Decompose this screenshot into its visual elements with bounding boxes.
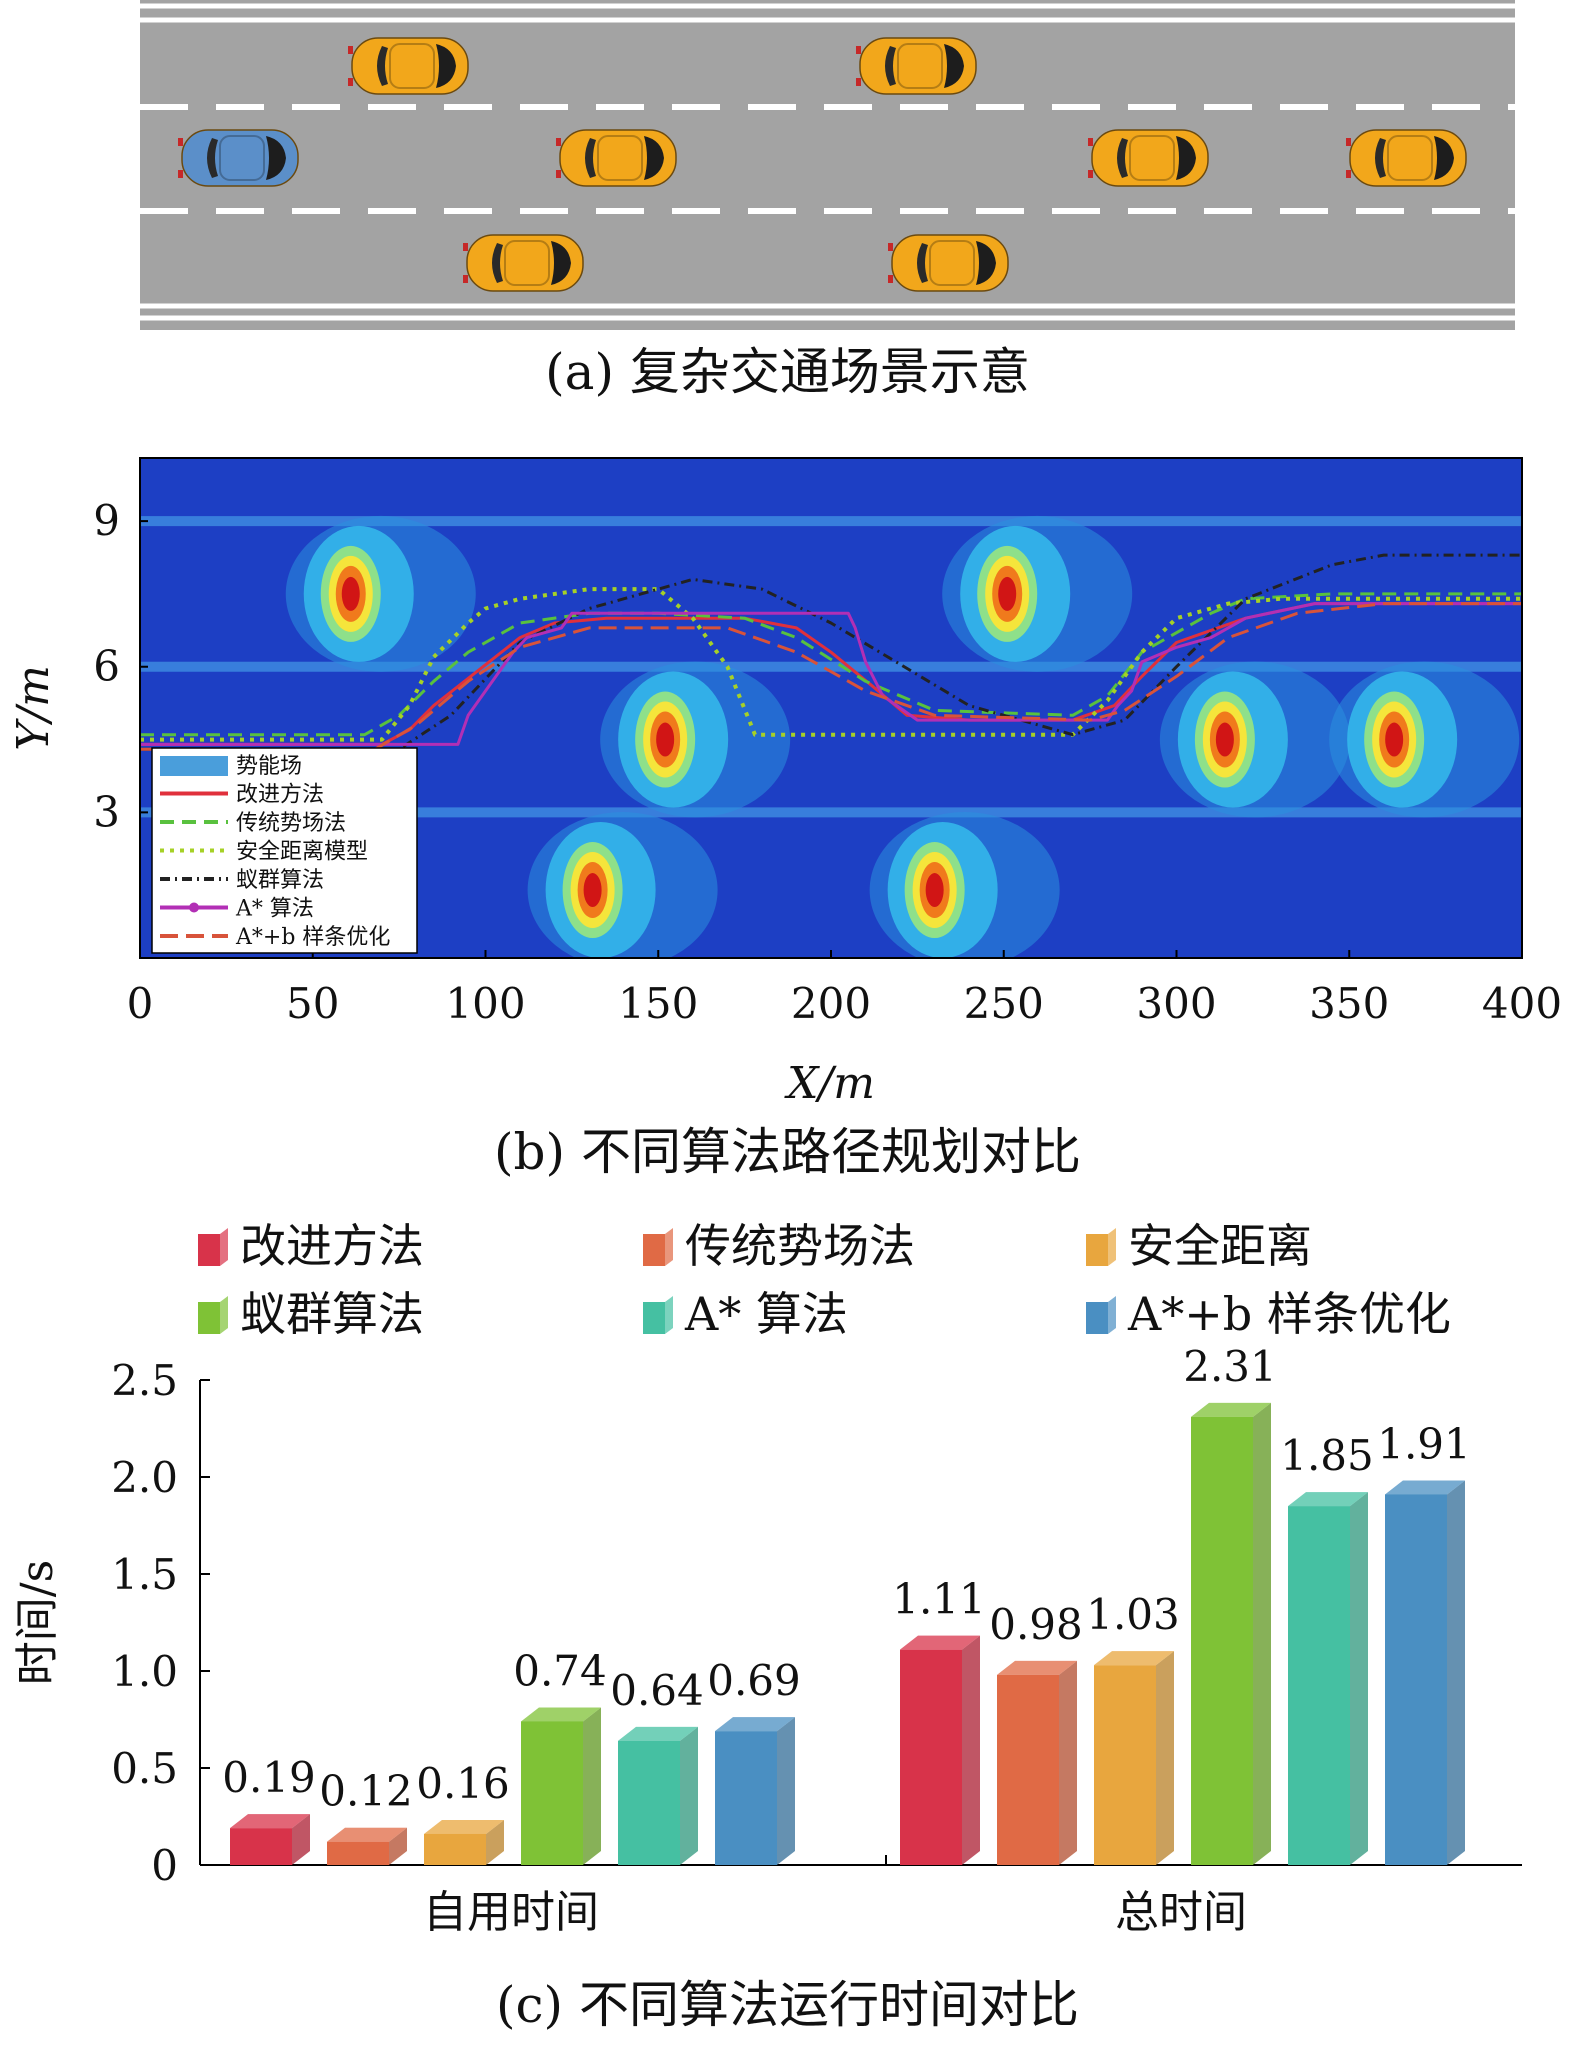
legend-label: A* 算法 [235, 897, 314, 922]
bar-value-label: 1.11 [892, 1575, 986, 1624]
x-category-label: 自用时间 [423, 1887, 599, 1938]
obstacle-potential [1329, 661, 1520, 818]
bar-value-label: 0.12 [319, 1767, 413, 1816]
bar-legend-item: 安全距离 [1086, 1219, 1312, 1273]
legend-swatch [160, 756, 228, 776]
x-tick-label: 400 [1482, 979, 1562, 1028]
legend-label: A*+b 样条优化 [235, 925, 390, 950]
bar-value-label: 0.19 [222, 1753, 316, 1802]
legend-label: 蚁群算法 [236, 868, 324, 893]
obstacle-potential [600, 661, 791, 818]
x-axis-label: X/m [784, 1058, 875, 1109]
legend-label: 改进方法 [236, 783, 324, 808]
y-tick-label: 2.0 [111, 1453, 178, 1502]
x-tick-label: 350 [1309, 979, 1389, 1028]
x-category-label: 总时间 [1115, 1887, 1247, 1938]
traffic-car [556, 129, 677, 187]
bar [230, 1814, 310, 1865]
road-surface [140, 0, 1515, 330]
y-tick-label: 6 [93, 642, 120, 691]
legend-label: 蚁群算法 [240, 1287, 424, 1341]
legend-label: 传统势场法 [685, 1219, 915, 1273]
legend-marker [189, 902, 199, 913]
traffic-car [1346, 129, 1467, 187]
bar [424, 1819, 504, 1865]
bar [1094, 1651, 1174, 1865]
bar-legend-item: A* 算法 [643, 1287, 848, 1341]
bar-value-label: 1.85 [1280, 1431, 1374, 1480]
obstacle-potential [285, 515, 476, 672]
y-tick-label: 1.0 [111, 1647, 178, 1696]
traffic-car [888, 234, 1009, 292]
bar-legend-item: 蚁群算法 [198, 1287, 424, 1341]
ego-car [178, 129, 299, 187]
potential-field [140, 458, 1522, 958]
bar [521, 1707, 601, 1865]
traffic-car [1088, 129, 1209, 187]
bar-value-label: 2.31 [1183, 1342, 1277, 1391]
lane-potential-band [140, 807, 1522, 818]
y-axis-label: Y/m [8, 665, 59, 751]
y-axis-label: 时间/s [12, 1560, 63, 1685]
path-line-2 [140, 587, 1522, 742]
obstacle-potential [869, 812, 1060, 958]
traffic-scene [140, 0, 1515, 330]
panel-c-caption: (c) 不同算法运行时间对比 [496, 1976, 1079, 2034]
traffic-car [348, 37, 469, 95]
bar-value-label: 0.69 [707, 1656, 801, 1705]
legend-label: A*+b 样条优化 [1127, 1287, 1451, 1341]
bar [1385, 1480, 1465, 1865]
lane-potential-band [140, 661, 1522, 672]
legend-label: 传统势场法 [236, 811, 346, 836]
y-tick-label: 2.5 [111, 1356, 178, 1405]
y-tick-label: 0.5 [111, 1744, 178, 1793]
obstacle-potential [527, 812, 718, 958]
y-tick-label: 1.5 [111, 1550, 178, 1599]
legend-label: 安全距离 [1128, 1219, 1312, 1273]
legend-label: 势能场 [236, 754, 302, 779]
traffic-car [856, 37, 977, 95]
bar-legend-item: 改进方法 [198, 1219, 424, 1273]
bar-value-label: 0.64 [610, 1666, 704, 1715]
path-line-0 [140, 602, 1522, 746]
panel-b-caption: (b) 不同算法路径规划对比 [494, 1123, 1081, 1181]
bar-value-label: 1.91 [1377, 1419, 1471, 1468]
y-tick-label: 0 [151, 1841, 178, 1890]
bar [1191, 1402, 1271, 1865]
bar-legend-item: 传统势场法 [643, 1219, 915, 1273]
bar [327, 1827, 407, 1865]
x-tick-label: 100 [445, 979, 525, 1028]
obstacle-potential [1159, 661, 1350, 818]
bar [715, 1717, 795, 1865]
traffic-car [463, 234, 584, 292]
x-tick-label: 50 [286, 979, 339, 1028]
y-tick-label: 9 [93, 496, 120, 545]
bar-value-label: 1.03 [1086, 1590, 1180, 1639]
lane-potential-band [140, 516, 1522, 527]
legend-label: A* 算法 [684, 1287, 848, 1341]
path-line-5 [140, 602, 1522, 751]
y-tick-label: 3 [93, 787, 120, 836]
legend-label: 改进方法 [240, 1219, 424, 1273]
bar [900, 1635, 980, 1865]
bar-value-label: 0.74 [513, 1646, 607, 1695]
path-planning-chart: 0 50 100 150 200 250 300 350 400 3 6 9 X/m Y/m 势能场改进方法… [8, 457, 1562, 1109]
bar [997, 1660, 1077, 1865]
x-tick-label: 200 [791, 979, 871, 1028]
x-tick-label: 0 [127, 979, 154, 1028]
x-tick-label: 250 [964, 979, 1044, 1028]
panel-a-caption: (a) 复杂交通场景示意 [545, 343, 1030, 401]
bar [1288, 1492, 1368, 1865]
legend-label: 安全距离模型 [236, 840, 368, 865]
bar-legend-item: A*+b 样条优化 [1086, 1287, 1451, 1341]
bar-value-label: 0.98 [989, 1600, 1083, 1649]
x-tick-label: 150 [618, 979, 698, 1028]
x-tick-label: 300 [1136, 979, 1216, 1028]
bar [618, 1726, 698, 1865]
obstacle-potential [942, 515, 1133, 672]
bar-value-label: 0.16 [416, 1759, 510, 1808]
